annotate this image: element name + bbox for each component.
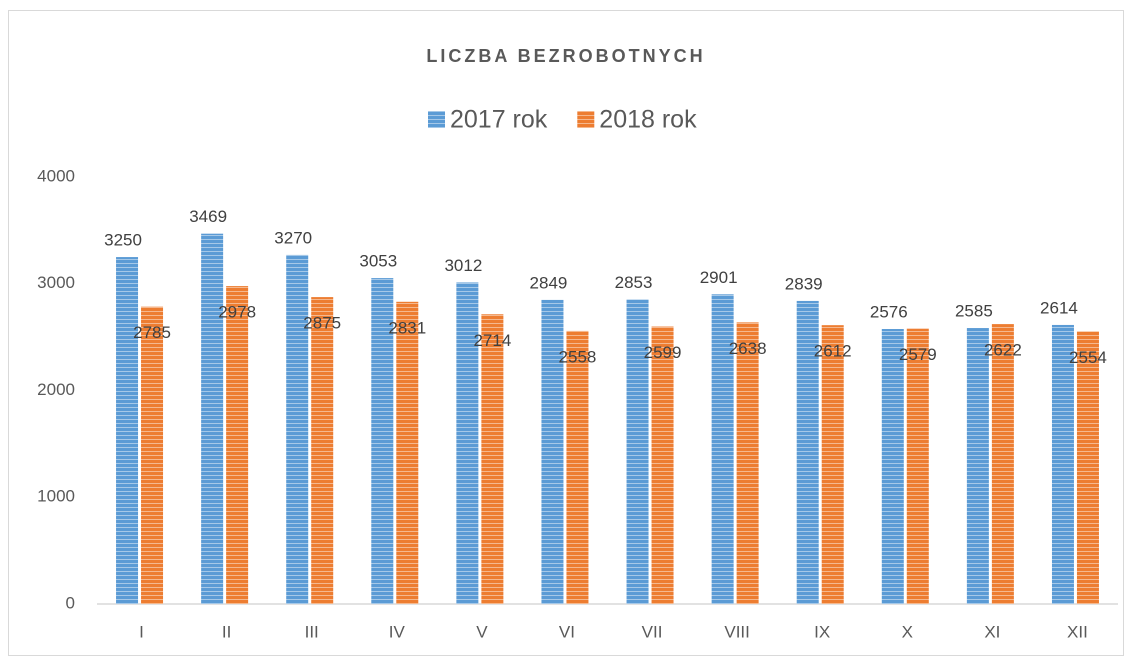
chart-title: LICZBA BEZROBOTNYCH [426,46,705,66]
data-label: 3250 [104,231,142,250]
y-tick-label: 1000 [37,487,75,506]
y-tick-label: 0 [66,593,75,612]
legend-label: 2018 rok [599,106,697,134]
bar [141,306,164,604]
data-label: 2638 [729,339,767,358]
x-tick-label: V [476,622,488,641]
bar [881,329,904,604]
bar [651,326,674,604]
data-label: 2614 [1040,298,1078,317]
data-label: 2576 [870,302,908,321]
x-tick-label: XII [1067,622,1088,641]
data-label: 2785 [133,323,171,342]
bar [711,294,734,604]
y-tick-label: 4000 [37,166,75,185]
bar [626,299,649,604]
legend-swatch [428,111,445,128]
data-label: 2901 [700,268,738,287]
data-label: 3270 [274,228,312,247]
data-label: 2839 [785,274,823,293]
bar [796,300,819,604]
x-tick-label: I [139,622,144,641]
bar [541,299,564,604]
bar [396,301,419,604]
data-label: 2585 [955,302,993,321]
bar [566,330,589,604]
data-label: 2849 [530,273,568,292]
data-label: 3012 [444,256,482,275]
bar [1051,324,1074,604]
x-tick-label: VIII [724,622,750,641]
data-label: 3053 [359,252,397,271]
bar [311,297,334,604]
x-tick-label: XI [984,622,1000,641]
data-label: 2875 [303,314,341,333]
x-tick-label: VI [559,622,575,641]
data-label: 2612 [814,342,852,361]
bar [371,278,394,604]
legend-label: 2017 rok [450,106,548,134]
data-label: 2622 [984,341,1022,360]
bar [966,328,989,604]
x-tick-label: II [222,622,231,641]
y-tick-label: 3000 [37,273,75,292]
bar [286,254,309,605]
y-tick-label: 2000 [37,380,75,399]
bar [821,325,844,604]
data-label: 2579 [899,345,937,364]
bar [116,257,139,604]
bar [1076,331,1099,604]
x-tick-label: X [902,622,913,641]
bar [736,322,759,604]
data-label: 3469 [189,207,227,226]
bar [226,286,249,604]
x-tick-label: VII [642,622,663,641]
data-label: 2599 [644,343,682,362]
bar [456,282,479,604]
data-label: 2831 [388,318,426,337]
bar [991,324,1014,604]
data-label: 2853 [615,273,653,292]
data-label: 2554 [1069,348,1107,367]
x-tick-label: IX [814,622,830,641]
legend-swatch [577,111,595,128]
chart-border [8,10,1124,656]
x-tick-label: IV [389,622,406,641]
x-tick-label: III [305,622,319,641]
data-label: 2978 [218,303,256,322]
bar [906,328,929,604]
bar [481,314,504,604]
bar [201,233,224,604]
data-label: 2558 [559,347,597,366]
data-label: 2714 [473,331,511,350]
